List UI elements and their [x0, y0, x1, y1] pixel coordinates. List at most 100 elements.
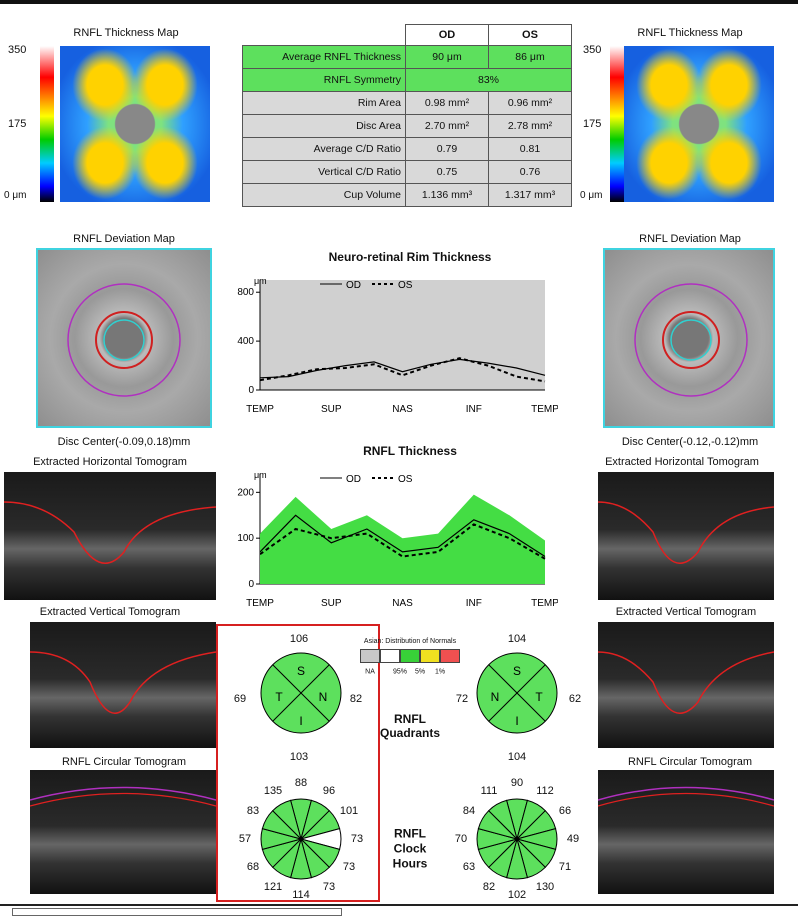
od-color-scale-bar — [40, 46, 54, 202]
row-od-value: 0.75 — [405, 160, 489, 184]
od-clock-value: 57 — [238, 833, 252, 845]
os-quadrant-chart: SN T I — [476, 652, 558, 734]
os-color-scale-bar — [610, 46, 624, 202]
row-od-value: 90 μm — [405, 45, 489, 69]
os-circular-tomogram-title: RNFL Circular Tomogram — [627, 756, 753, 768]
os-thickness-map — [624, 46, 774, 202]
row-label: Average C/D Ratio — [242, 137, 406, 161]
clock-caption: RNFL Clock Hours — [393, 827, 428, 872]
x-tick-label: SUP — [321, 404, 342, 415]
row-os-value: 86 μm — [488, 45, 572, 69]
row-label: Rim Area — [242, 91, 406, 115]
x-tick-label: TEMP — [531, 598, 558, 609]
od-highlight-frame — [216, 624, 380, 902]
table-header-row: OD OS — [243, 24, 572, 46]
quadrant-letter: T — [275, 690, 283, 704]
bottom-rule — [0, 904, 798, 906]
os-quad-s-value: 104 — [507, 633, 527, 645]
od-clock-value: 101 — [339, 805, 359, 817]
distribution-label: NA — [365, 668, 375, 676]
quadrants-caption-text: RNFL Quadrants — [379, 712, 441, 740]
x-tick-label: SUP — [321, 598, 342, 609]
table-row: Rim Area 0.98 mm² 0.96 mm² — [242, 91, 572, 115]
od-thickness-map — [60, 46, 210, 202]
os-vertical-tomogram-title: Extracted Vertical Tomogram — [615, 606, 757, 618]
row-label: Vertical C/D Ratio — [242, 160, 406, 184]
os-scale-bottom: 0 μm — [580, 190, 603, 201]
od-thickness-map-title: RNFL Thickness Map — [73, 27, 179, 39]
distribution-swatch — [440, 649, 460, 663]
od-clock-value: 114 — [292, 889, 310, 901]
od-vertical-tomogram — [30, 622, 216, 748]
row-os-value: 1.317 mm³ — [488, 183, 572, 207]
clock-sector — [271, 799, 302, 841]
os-clock-value: 102 — [507, 889, 527, 901]
top-rule — [0, 0, 798, 4]
quadrants-caption: RNFL Quadrants — [380, 712, 440, 740]
legend-od-label: OD — [346, 280, 361, 291]
od-horizontal-tomogram-title: Extracted Horizontal Tomogram — [33, 456, 187, 468]
od-deviation-map-title: RNFL Deviation Map — [73, 233, 175, 245]
rnfl-stats-table: OD OS Average RNFL Thickness 90 μm 86 μm… — [242, 24, 572, 207]
table-row: Average C/D Ratio 0.79 0.81 — [242, 137, 572, 161]
os-scale-mid: 175 — [583, 118, 602, 130]
clock-caption-text: RNFL Clock Hours — [392, 826, 428, 871]
series-os-line — [259, 357, 546, 383]
os-clock-value: 90 — [510, 777, 524, 789]
distribution-swatch — [380, 649, 400, 663]
distribution-label: 1% — [434, 668, 446, 676]
rnfl-thickness-chart: μmODOS2001000TEMPSUPNASINFTEMP — [237, 470, 558, 609]
os-circular-tomogram — [598, 770, 774, 894]
quadrant-letter: T — [535, 690, 543, 704]
x-tick-label: INF — [466, 404, 482, 415]
od-scale-bottom: 0 μm — [4, 190, 27, 201]
os-horizontal-tomogram — [598, 472, 774, 600]
od-horizontal-tomogram — [4, 472, 216, 600]
quadrant-letter: S — [297, 664, 305, 678]
os-clock-value: 84 — [462, 805, 476, 817]
x-tick-label: TEMP — [246, 404, 274, 415]
os-horizontal-tomogram-title: Extracted Horizontal Tomogram — [605, 456, 759, 468]
od-deviation-map — [36, 248, 212, 428]
os-clock-value: 63 — [462, 861, 476, 873]
y-tick-label: 400 — [237, 336, 254, 347]
table-row: Cup Volume 1.136 mm³ 1.317 mm³ — [242, 183, 572, 207]
row-od-value: 1.136 mm³ — [405, 183, 489, 207]
row-od-value: 0.98 mm² — [405, 91, 489, 115]
od-quad-n-value: 82 — [349, 693, 363, 705]
os-vertical-tomogram — [598, 622, 774, 748]
os-deviation-map — [603, 248, 775, 428]
os-clock-value: 130 — [535, 881, 555, 893]
od-clock-value: 73 — [350, 833, 364, 845]
quadrant-letter: S — [513, 664, 521, 678]
od-disc-center: Disc Center(-0.09,0.18)mm — [57, 436, 191, 448]
footer-box — [12, 908, 342, 916]
row-os-value: 2.78 mm² — [488, 114, 572, 138]
distribution-title: Asian: Distribution of Normals — [363, 638, 457, 645]
od-circular-tomogram-title: RNFL Circular Tomogram — [61, 756, 187, 768]
os-clock-value: 71 — [558, 861, 572, 873]
os-quad-n-value: 72 — [455, 693, 469, 705]
od-scale-mid: 175 — [8, 118, 27, 130]
od-clock-value: 68 — [246, 861, 260, 873]
series-od-line — [259, 514, 546, 558]
row-label: Average RNFL Thickness — [242, 45, 406, 69]
os-clock-value: 112 — [536, 785, 554, 797]
od-clock-chart — [260, 798, 342, 880]
row-label: Disc Area — [242, 114, 406, 138]
quadrant-letter: I — [299, 714, 302, 728]
distribution-label: 95% — [392, 668, 408, 676]
legend-os-label: OS — [398, 280, 413, 291]
od-clock-value: 96 — [322, 785, 336, 797]
od-quad-t-value: 69 — [233, 693, 247, 705]
rim-thickness-chart: μmODOS8004000TEMPSUPNASINFTEMP — [237, 276, 558, 415]
row-label: Cup Volume — [242, 183, 406, 207]
x-tick-label: TEMP — [246, 598, 274, 609]
distribution-swatch — [360, 649, 380, 663]
od-clock-value: 73 — [342, 861, 356, 873]
table-row: Average RNFL Thickness 90 μm 86 μm — [242, 45, 572, 69]
os-clock-value: 82 — [482, 881, 496, 893]
od-quadrant-chart: ST N I — [260, 652, 342, 734]
quadrant-letter: N — [491, 690, 500, 704]
row-os-value: 0.96 mm² — [488, 91, 572, 115]
